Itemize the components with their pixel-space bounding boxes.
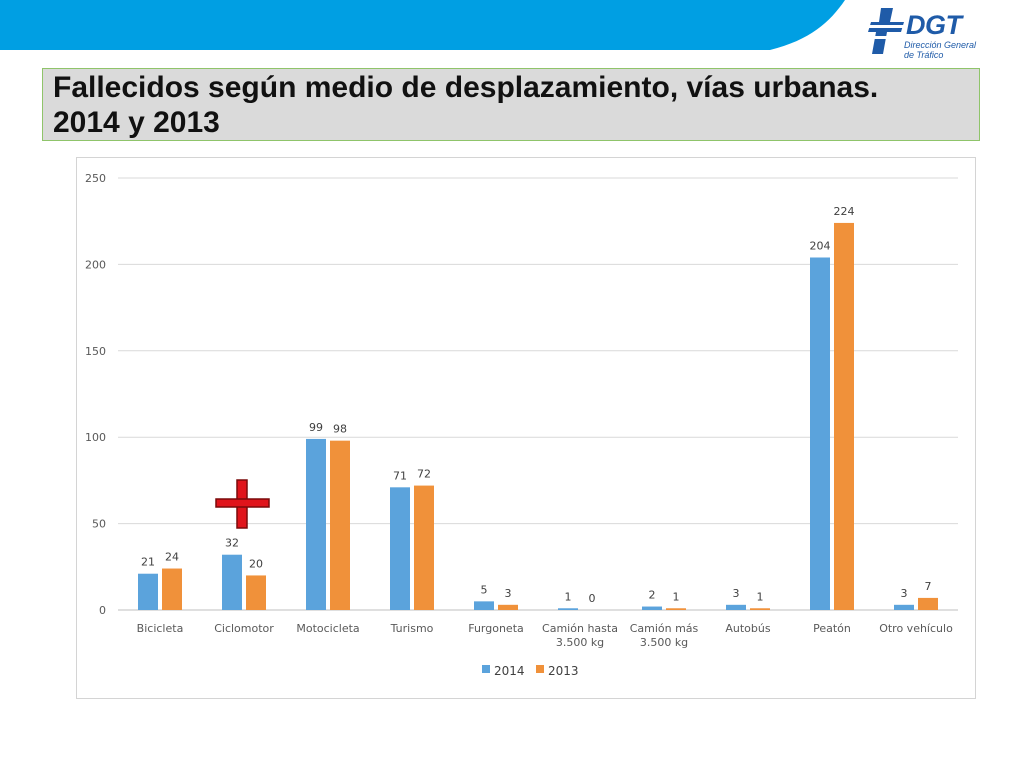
- bar-2013: [750, 608, 770, 610]
- data-label: 3: [505, 587, 512, 600]
- bar-2014: [222, 554, 242, 610]
- bar-2013: [918, 597, 938, 610]
- data-label: 3: [901, 587, 908, 600]
- data-label: 98: [333, 423, 347, 436]
- logo-text: DGT: [906, 10, 962, 40]
- logo-subtitle: Dirección General de Tráfico: [904, 40, 976, 60]
- legend-label: 2014: [494, 664, 525, 678]
- data-label: 224: [834, 205, 855, 218]
- data-label: 3: [733, 587, 740, 600]
- dgt-cross-icon: [868, 8, 908, 54]
- data-label: 20: [249, 557, 263, 570]
- legend-swatch-2013: [536, 665, 544, 673]
- data-label: 71: [393, 469, 407, 482]
- x-category-label: Camión más: [630, 622, 699, 635]
- x-category-label: Otro vehículo: [879, 622, 953, 635]
- bar-2014: [558, 608, 578, 610]
- logo-subtitle-line1: Dirección General: [904, 40, 977, 50]
- data-label: 1: [565, 590, 572, 603]
- data-label: 21: [141, 556, 155, 569]
- y-tick-label: 250: [85, 172, 106, 185]
- x-category-label: Turismo: [390, 622, 434, 635]
- bar-2014: [810, 257, 830, 610]
- bar-2013: [414, 485, 434, 610]
- bar-2014: [642, 606, 662, 610]
- y-tick-label: 0: [99, 604, 106, 617]
- x-axis: Bicicleta Ciclomotor Motocicleta Turismo Fur…: [137, 622, 953, 649]
- bar-2013: [666, 608, 686, 610]
- data-label: 32: [225, 537, 239, 550]
- bar-2013: [330, 440, 350, 610]
- y-tick-label: 100: [85, 431, 106, 444]
- y-tick-label: 50: [92, 518, 106, 531]
- data-label: 72: [417, 468, 431, 481]
- data-label: 1: [673, 590, 680, 603]
- x-category-label: Peatón: [813, 622, 851, 635]
- legend: 2014 2013: [482, 664, 579, 678]
- header-band-shape: [0, 0, 845, 50]
- data-label: 5: [481, 583, 488, 596]
- bar-2014: [474, 601, 494, 610]
- bar-2013: [246, 575, 266, 610]
- data-label: 0: [589, 592, 596, 605]
- data-label: 2: [649, 589, 656, 602]
- data-label: 204: [810, 239, 831, 252]
- gridlines: [118, 177, 958, 611]
- red-cross-icon: [215, 479, 270, 529]
- bars: [138, 222, 938, 610]
- dgt-logo: DGT Dirección General de Tráfico: [868, 6, 1018, 64]
- data-label: 1: [757, 590, 764, 603]
- title-box: Fallecidos según medio de desplazamiento…: [42, 68, 980, 141]
- x-category-label: Furgoneta: [468, 622, 524, 635]
- bar-2014: [894, 604, 914, 610]
- x-category-label: 3.500 kg: [640, 636, 688, 649]
- slide-title: Fallecidos según medio de desplazamiento…: [53, 71, 879, 139]
- x-category-label: Motocicleta: [296, 622, 359, 635]
- chart-frame: 0 50 100 150 200 250 21 24 32 20 99 98 71 72 5 3 1 0 2 1 3 1…: [76, 157, 976, 699]
- bar-2014: [306, 438, 326, 610]
- bar-2013: [498, 604, 518, 610]
- x-category-label: 3.500 kg: [556, 636, 604, 649]
- data-label: 99: [309, 421, 323, 434]
- y-tick-label: 200: [85, 258, 106, 271]
- bar-2013: [162, 568, 182, 610]
- bar-2013: [834, 222, 854, 610]
- header-band: [0, 0, 845, 50]
- data-label: 7: [925, 580, 932, 593]
- data-label: 24: [165, 551, 179, 564]
- legend-swatch-2014: [482, 665, 490, 673]
- y-tick-label: 150: [85, 345, 106, 358]
- legend-label: 2013: [548, 664, 579, 678]
- bar-2014: [726, 604, 746, 610]
- x-category-label: Ciclomotor: [214, 622, 274, 635]
- x-category-label: Bicicleta: [137, 622, 184, 635]
- bar-2014: [390, 487, 410, 610]
- x-category-label: Camión hasta: [542, 622, 618, 635]
- logo-subtitle-line2: de Tráfico: [904, 50, 944, 60]
- x-category-label: Autobús: [725, 622, 770, 635]
- bar-2014: [138, 573, 158, 610]
- y-axis: 0 50 100 150 200 250: [85, 172, 106, 617]
